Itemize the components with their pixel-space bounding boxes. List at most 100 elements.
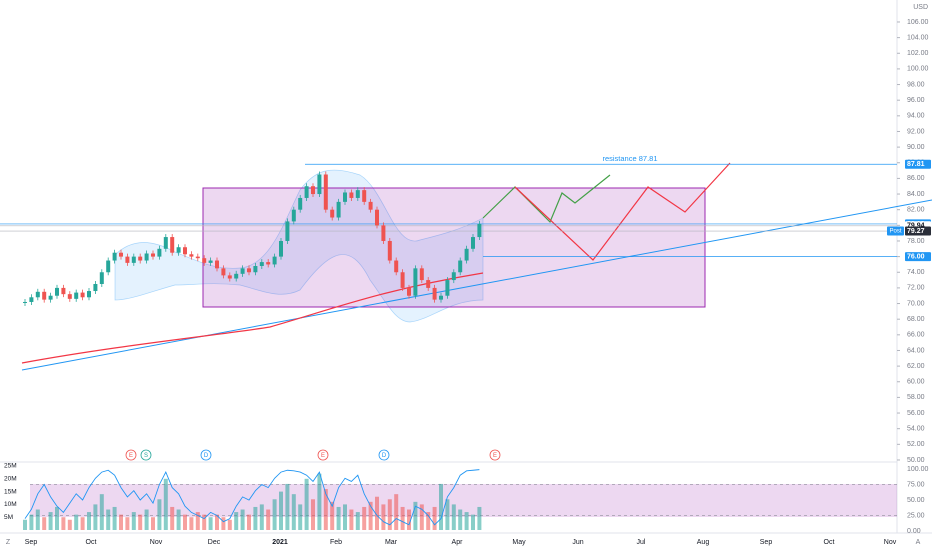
volume-bar [419,504,424,530]
y-tick-label: 64.00 [907,347,925,354]
volume-bar [112,506,117,530]
volume-bar [176,509,181,530]
candle-body [106,260,111,273]
candle-body [144,253,149,261]
volume-bar [138,514,143,530]
x-tick-label: May [512,539,526,546]
currency-label: USD [913,4,928,11]
volume-bar [202,514,207,530]
candle-body [279,240,283,257]
range-box [202,187,706,308]
candle-body [29,297,34,302]
bear-projection [514,162,731,261]
volume-bar [464,512,469,530]
y-tick-label: 106.00 [907,19,929,26]
x-tick-label: Nov [884,539,897,546]
y-tick-label: 94.00 [907,113,925,120]
y-tick-label: 90.00 [907,144,925,151]
candle-body [157,248,162,257]
y-tick-label: 58.00 [907,394,925,401]
volume-bar [330,501,335,530]
x-tick-label: Jul [637,539,646,546]
candle-body [42,291,47,300]
price-label: 76.00 [907,253,925,260]
candle-body [451,272,456,281]
candle-body [93,283,98,292]
candle-body [343,192,347,202]
volume-bar [349,509,354,530]
candle-body [80,292,85,298]
y-tick-label: 84.00 [907,191,925,198]
post-badge [887,226,904,236]
volume-bar [375,496,379,530]
event-marker [317,449,329,461]
y-tick-label: 56.00 [907,410,925,417]
candle-body [253,266,258,273]
volume-bar [29,514,34,530]
volume-bar [74,514,79,530]
y-tick-label: 82.00 [907,207,925,214]
event-marker [489,449,501,461]
volume-bar [48,512,53,530]
candle-body [285,221,290,241]
y-tick-label: 50.00 [907,457,925,464]
y-tick-label: 66.00 [907,332,925,339]
event-label: E [493,453,497,459]
volume-bar [35,509,40,530]
volume-bar [106,509,111,530]
y-tick-label: 86.00 [907,175,925,182]
x-tick-label: Nov [150,539,163,546]
post-label: Post [889,229,901,235]
price-label-bg [905,226,931,236]
volume-tick-label: 5M [4,514,13,521]
volume-bar [323,489,328,530]
volume-bar [317,473,322,530]
volume-bar [362,506,367,530]
candle-body [48,295,53,300]
event-label: D [382,453,387,459]
volume-bar [61,517,66,530]
y-tick-label: 70.00 [907,300,925,307]
candle-body [195,256,200,259]
volume-bar [42,517,47,530]
event-label: D [204,453,209,459]
volume-bar [266,509,271,530]
volume-bar [151,517,155,530]
y-tick-label: 78.00 [907,238,925,245]
corner-label: Z [6,539,11,546]
volume-bar [426,512,431,530]
volume-bar [400,506,405,530]
volume-bar [67,519,72,530]
price-label: 87.81 [907,161,925,168]
candle-body [311,186,315,195]
bull-projection [482,174,611,224]
x-tick-label: Sep [25,539,38,546]
candle-body [176,247,181,253]
trend-line [21,199,932,371]
candle-body [349,192,354,198]
candle-body [125,256,130,263]
candle-body [323,174,328,210]
volume-bar [183,514,187,530]
candle-body [464,248,469,261]
x-tick-label: 2021 [272,539,288,546]
volume-bar [285,483,290,530]
candle-body [112,252,117,261]
corner-label: A [916,539,921,546]
candle-body [202,258,207,263]
volume-bar [234,512,239,530]
candle-body [477,223,482,238]
y-tick-label: 54.00 [907,426,925,433]
candle-body [317,174,322,195]
y-tick-label: 100.00 [907,66,929,73]
candle-body [387,240,392,261]
volume-bar [131,512,136,530]
candle-body [336,201,341,218]
x-tick-label: Oct [86,539,97,546]
candle-body [138,256,143,261]
stoch-line [24,469,480,526]
x-tick-label: Mar [385,539,398,546]
volume-bar [259,504,264,530]
